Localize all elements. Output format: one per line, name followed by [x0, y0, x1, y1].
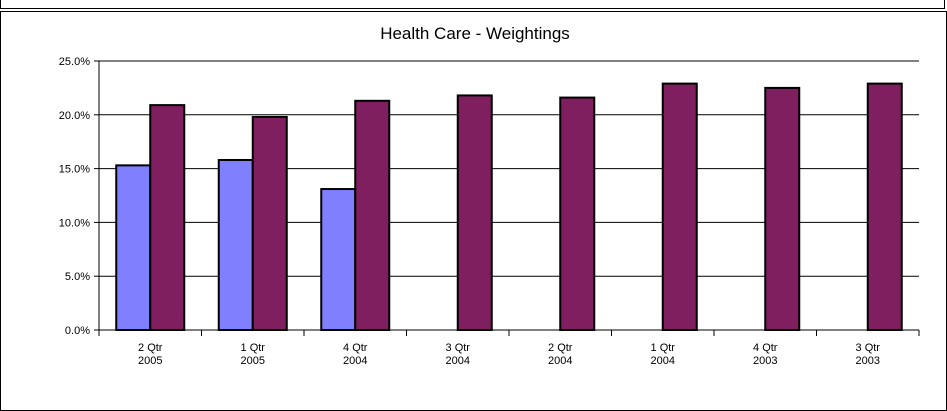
- bar: [115, 164, 152, 331]
- top-frame-strip: [0, 0, 945, 9]
- y-tick-label: 10.0%: [59, 217, 90, 229]
- chart-area: Health Care - Weightings 0.0% 5.0% 10.0% 15…: [0, 11, 947, 411]
- bar: [251, 115, 288, 332]
- y-tick-label: 5.0%: [65, 271, 90, 283]
- y-tick-label: 25.0%: [59, 56, 90, 68]
- bar: [866, 82, 903, 332]
- y-axis-ticks: 0.0% 5.0% 10.0% 15.0% 20.0% 25.0%: [59, 56, 99, 337]
- bar: [354, 99, 391, 331]
- x-axis-categories: 2 Qtr 2005 1 Qtr 2005 4 Qtr 2004 3 Qtr 2004 2 Qt…: [98, 330, 920, 367]
- x-category-label: 3 Qtr 2003: [856, 342, 881, 367]
- x-category-label: 3 Qtr 2004: [446, 342, 471, 367]
- y-tick-label: 20.0%: [59, 110, 90, 122]
- x-category-label: 1 Qtr 2004: [651, 342, 676, 367]
- bar-chart: Health Care - Weightings 0.0% 5.0% 10.0% 15…: [59, 24, 920, 367]
- bar: [217, 158, 254, 331]
- x-category-label: 1 Qtr 2005: [241, 342, 266, 367]
- bar: [559, 96, 596, 331]
- bar: [456, 94, 493, 331]
- x-category-label: 4 Qtr 2003: [753, 342, 778, 367]
- y-tick-label: 15.0%: [59, 164, 90, 176]
- chart-title: Health Care - Weightings: [380, 24, 570, 43]
- x-category-label: 4 Qtr 2004: [343, 342, 368, 367]
- bar: [149, 104, 186, 331]
- x-category-label: 2 Qtr 2005: [138, 342, 163, 367]
- bar: [320, 188, 357, 331]
- y-tick-label: 0.0%: [65, 325, 90, 337]
- x-category-label: 2 Qtr 2004: [548, 342, 573, 367]
- bar: [764, 86, 801, 332]
- bar: [661, 82, 698, 332]
- bars: [115, 82, 903, 332]
